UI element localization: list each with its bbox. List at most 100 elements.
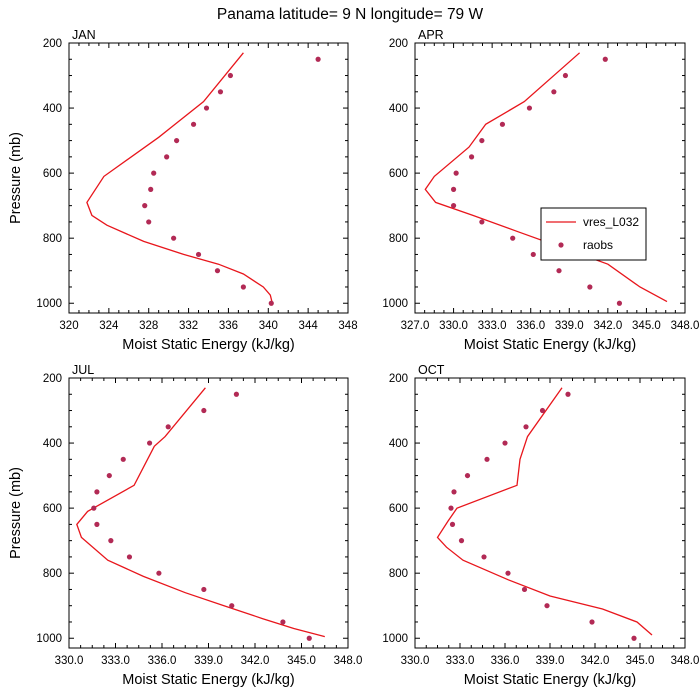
x-tick-label: 320 (59, 320, 78, 332)
panel-title: JUL (72, 363, 94, 377)
y-tick-label: 1000 (36, 298, 62, 310)
panel-title: OCT (418, 363, 445, 377)
raobs-point (449, 521, 456, 527)
x-tick-label: 330.0 (439, 320, 468, 332)
raobs-point (539, 407, 546, 414)
x-tick-label: 348.0 (671, 655, 700, 667)
raobs-point (91, 505, 97, 511)
raobs-point (190, 121, 197, 127)
raobs-point (240, 284, 246, 290)
panel-oct: OCT 330.0 333.0 336.0 339.0 342.0 345.0 348.0 20… (382, 363, 699, 688)
plot-frame (68, 377, 349, 649)
raobs-point (484, 456, 490, 462)
x-axis-label: Moist Static Energy (kJ/kg) (464, 672, 636, 688)
raobs-point (502, 440, 508, 446)
y-tick-label: 400 (389, 438, 408, 450)
raobs-point (156, 570, 162, 576)
y-tick-label: 600 (43, 168, 62, 180)
raobs-point (551, 89, 557, 95)
x-tick-label: 342.0 (241, 655, 270, 667)
x-tick-label: 345.0 (287, 655, 316, 667)
raobs-point (147, 440, 153, 446)
x-tick-label: 339.0 (194, 655, 223, 667)
raobs-point (481, 554, 487, 560)
raobs-point (458, 538, 465, 544)
x-tick-label: 330.0 (401, 655, 430, 667)
raobs-point (106, 472, 112, 479)
raobs-point (631, 635, 637, 641)
raobs-point (280, 619, 286, 625)
raobs-point (448, 505, 454, 511)
panel-jul: JUL 330.0 333.0 336.0 339.0 342.0 345.0 348.0 20… (8, 363, 362, 688)
raobs-point (268, 300, 274, 306)
legend-dot-swatch (558, 242, 564, 248)
raobs-point (526, 105, 533, 111)
raobs-point (505, 570, 511, 576)
x-tick-label: 340 (259, 320, 278, 332)
x-tick-label: 339.0 (555, 320, 584, 332)
x-tick-label: 327.0 (401, 320, 430, 332)
x-tick-label: 348.0 (334, 655, 363, 667)
raobs-point (565, 391, 571, 397)
y-tick-label: 200 (389, 38, 408, 50)
raobs-point (174, 137, 180, 144)
raobs-point (562, 72, 569, 79)
raobs-point (479, 137, 485, 144)
legend-box (540, 207, 647, 261)
raobs-point (142, 203, 148, 209)
y-tick-label: 400 (389, 103, 408, 115)
raobs-point (523, 424, 529, 430)
raobs-point (217, 89, 224, 95)
x-tick-label: 336.0 (148, 655, 177, 667)
figure-title: Panama latitude= 9 N longitude= 79 W (217, 6, 484, 23)
raobs-point (479, 219, 485, 225)
y-axis-label: Pressure (mb) (8, 132, 24, 224)
panel-apr: APR 327.0 330.0 333.0 336.0 339.0 342.0 345.0 34… (382, 28, 699, 353)
x-tick-label: 332 (179, 320, 198, 332)
x-tick-label: 345.0 (626, 655, 655, 667)
raobs-point (602, 56, 608, 62)
y-tick-label: 200 (389, 373, 408, 385)
y-tick-label: 1000 (382, 298, 408, 310)
raobs-point (315, 56, 321, 62)
raobs-point (464, 472, 471, 479)
x-tick-label: 333.0 (446, 655, 475, 667)
y-tick-label: 600 (389, 168, 408, 180)
raobs-point (530, 251, 536, 258)
raobs-point (556, 268, 562, 274)
panel-title: JAN (72, 28, 96, 42)
raobs-point (165, 424, 171, 430)
x-tick-label: 324 (99, 320, 119, 332)
x-tick-label: 348.0 (671, 320, 700, 332)
raobs-point (233, 391, 239, 397)
raobs-point (451, 489, 457, 495)
x-tick-label: 330.0 (55, 655, 84, 667)
y-tick-label: 800 (43, 568, 62, 580)
raobs-point (148, 186, 154, 192)
raobs-point (521, 586, 528, 593)
y-tick-label: 800 (389, 233, 408, 245)
raobs-point (499, 121, 506, 127)
raobs-point (94, 489, 100, 495)
x-tick-label: 342.0 (581, 655, 610, 667)
legend-dot-label: raobs (583, 238, 613, 252)
raobs-point (229, 603, 235, 609)
raobs-point (450, 186, 457, 192)
x-tick-label: 339.0 (536, 655, 565, 667)
raobs-point (94, 521, 100, 527)
raobs-point (453, 170, 459, 176)
legend-line-label: vres_L032 (583, 215, 639, 229)
x-tick-label: 333.0 (478, 320, 507, 332)
x-tick-label: 333.0 (101, 655, 130, 667)
raobs-point (227, 72, 234, 79)
panels: JAN 320 324 328 332 336 340 344 348 200 400 600 800 1… (8, 28, 699, 688)
raobs-point (616, 300, 623, 306)
raobs-point (468, 154, 475, 160)
y-tick-label: 600 (389, 503, 408, 515)
raobs-point (120, 456, 126, 462)
x-axis-label: Moist Static Energy (kJ/kg) (464, 337, 636, 353)
y-tick-label: 800 (389, 568, 408, 580)
raobs-point (306, 635, 312, 641)
